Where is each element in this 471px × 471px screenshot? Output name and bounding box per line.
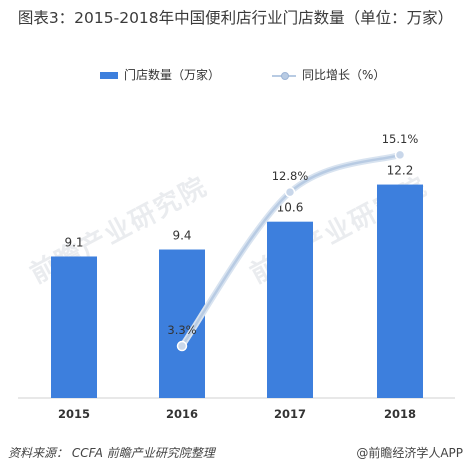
x-tick-2017: 2017: [274, 407, 306, 421]
bar-label-2018: 12.2: [387, 164, 414, 178]
bar-2018: [377, 184, 423, 398]
bar-2015: [51, 256, 97, 398]
source-note: 资料来源： CCFA 前瞻产业研究院整理: [8, 446, 215, 460]
bar-label-2016: 9.4: [172, 229, 191, 243]
brand-credit: @前瞻经济学人APP: [356, 446, 463, 460]
legend-bar-label: 门店数量（万家）: [124, 68, 221, 82]
growth-label-2018: 15.1%: [382, 132, 419, 146]
legend-bar-swatch: [100, 72, 118, 79]
x-tick-2015: 2015: [58, 407, 90, 421]
growth-label-2017: 12.8%: [272, 169, 309, 183]
legend-item-line: 同比增长（%）: [272, 66, 385, 84]
legend-line-swatch: [272, 71, 296, 81]
bar-2017: [267, 221, 313, 398]
x-tick-2016: 2016: [166, 407, 198, 421]
x-tick-2018: 2018: [384, 407, 416, 421]
bar-label-2017: 10.6: [277, 201, 304, 215]
growth-point-2018: [394, 149, 406, 161]
legend: 门店数量（万家） 同比增长（%）: [0, 66, 471, 84]
chart-title: 图表3：2015-2018年中国便利店行业门店数量（单位：万家）: [17, 9, 454, 27]
growth-label-2016: 3.3%: [167, 323, 196, 337]
legend-item-bar: 门店数量（万家）: [100, 66, 220, 84]
growth-point-2016: [176, 340, 188, 352]
legend-line-label: 同比增长（%）: [302, 68, 386, 82]
bar-label-2015: 9.1: [64, 235, 83, 249]
growth-point-2017: [284, 186, 296, 198]
